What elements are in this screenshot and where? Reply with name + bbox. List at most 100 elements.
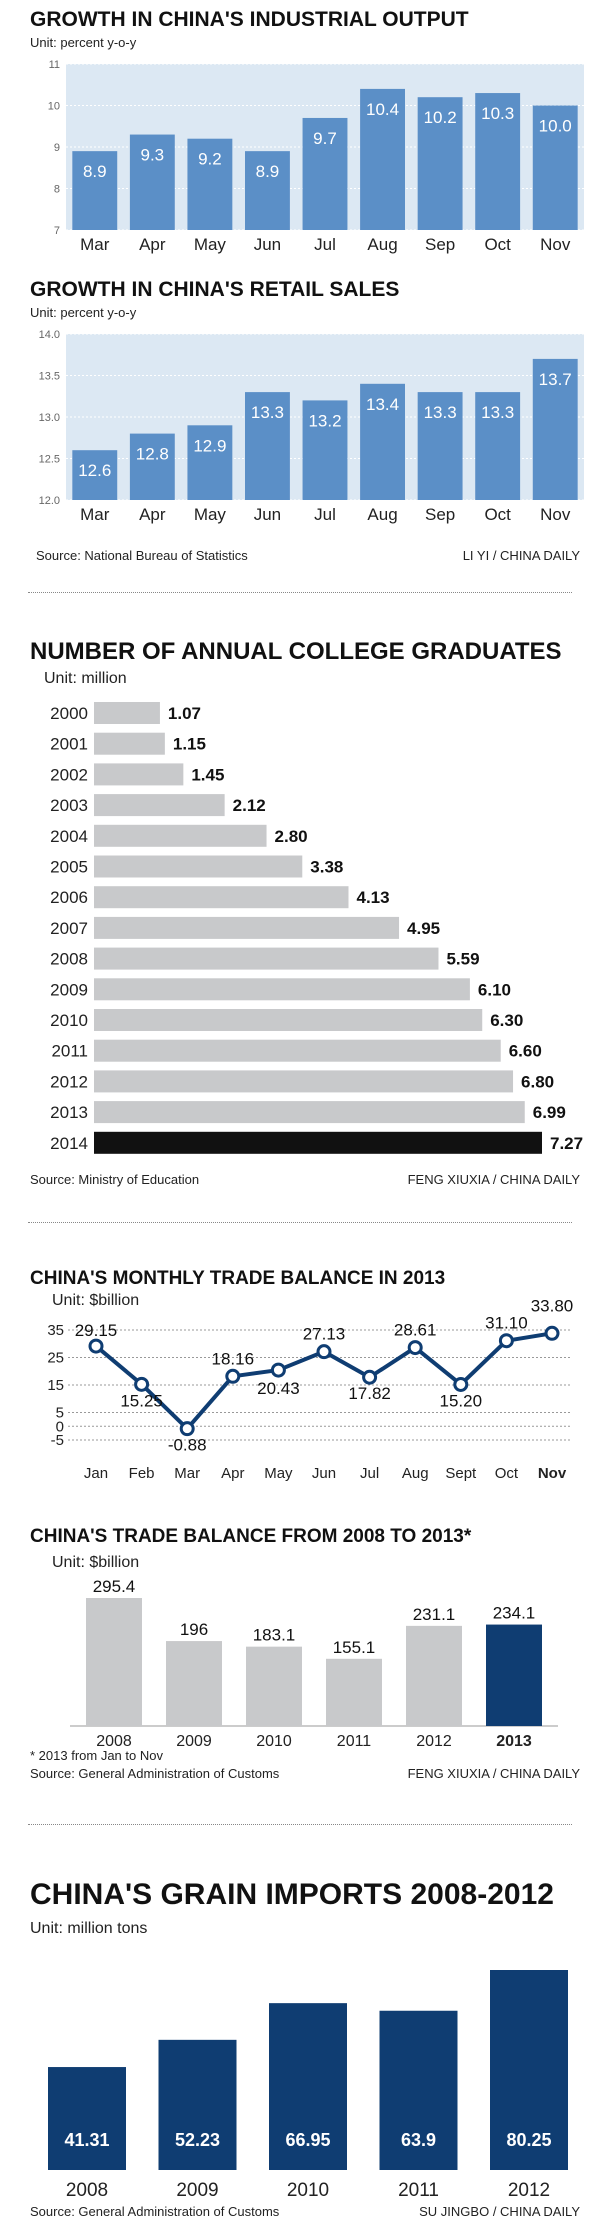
monthly-category-label: Sept xyxy=(445,1465,477,1482)
industrial-bar xyxy=(360,88,406,231)
monthly-category-label: Aug xyxy=(402,1465,429,1482)
monthly-point xyxy=(498,1333,514,1349)
retail-category-label: Sep xyxy=(425,505,455,524)
grain-category-label: 2012 xyxy=(508,2180,550,2201)
industrial-bar xyxy=(532,105,578,230)
grain-bar xyxy=(158,2039,237,2170)
retail-ytick-label: 12.0 xyxy=(39,495,60,507)
monthly-value-label: 15.25 xyxy=(120,1391,163,1410)
monthly-point xyxy=(453,1376,469,1392)
monthly-category-label: Nov xyxy=(538,1465,567,1482)
graduates-value-label: 1.45 xyxy=(191,765,224,784)
industrial-category-label: Nov xyxy=(540,235,571,254)
retail-title: GROWTH IN CHINA'S RETAIL SALES xyxy=(30,278,400,301)
divider-1 xyxy=(28,592,572,593)
monthly-ytick-label: 0 xyxy=(56,1418,64,1435)
graduates-category-label: 2003 xyxy=(50,796,88,815)
graduates-category-label: 2011 xyxy=(51,1042,88,1061)
industrial-bar xyxy=(475,93,521,230)
monthly-point xyxy=(544,1325,560,1341)
graduates-chart: 2000 1.07 2001 1.15 2002 1.45 2003 2.12 2004 2.80… xyxy=(50,702,583,1154)
grain-title: CHINA'S GRAIN IMPORTS 2008-2012 xyxy=(30,1878,554,1911)
graduates-bar xyxy=(94,1070,514,1093)
monthly-category-label: May xyxy=(264,1465,293,1482)
graduates-value-label: 2.12 xyxy=(233,796,266,815)
annual-category-label: 2013 xyxy=(496,1733,532,1750)
industrial-category-label: Apr xyxy=(139,235,166,254)
industrial-value-label: 8.9 xyxy=(256,162,280,181)
retail-value-label: 13.7 xyxy=(539,370,572,389)
monthly-value-label: 29.15 xyxy=(75,1321,118,1340)
industrial-unit: Unit: percent y-o-y xyxy=(30,35,137,50)
monthly-point xyxy=(270,1362,286,1378)
graduates-value-label: 3.38 xyxy=(310,858,343,877)
grain-source: Source: General Administration of Custom… xyxy=(30,2204,280,2219)
industrial-bar xyxy=(417,97,463,230)
industrial-bar xyxy=(302,117,348,230)
monthly-ytick-label: 5 xyxy=(56,1405,64,1422)
industrial-bar xyxy=(72,151,118,230)
graduates-value-label: 2.80 xyxy=(275,827,308,846)
graduates-title: NUMBER OF ANNUAL COLLEGE GRADUATES xyxy=(30,638,562,665)
grain-category-label: 2008 xyxy=(66,2180,108,2201)
annual-value-label: 231.1 xyxy=(413,1605,456,1624)
industrial-ytick-label: 11 xyxy=(49,59,60,71)
retail-category-label: May xyxy=(194,505,227,524)
annual-trade-source: Source: General Administration of Custom… xyxy=(30,1766,280,1781)
retail-ytick-label: 12.5 xyxy=(39,454,60,466)
graduates-bar xyxy=(94,916,400,939)
graduates-unit: Unit: million xyxy=(44,670,127,687)
graduates-bar xyxy=(94,702,160,724)
graduates-value-label: 1.15 xyxy=(173,735,206,754)
grain-bar xyxy=(379,2010,458,2170)
retail-bar xyxy=(360,383,406,500)
industrial-value-label: 9.7 xyxy=(313,129,337,148)
monthly-value-label: 28.61 xyxy=(394,1321,437,1340)
monthly-category-label: Mar xyxy=(174,1465,200,1482)
annual-category-label: 2010 xyxy=(256,1733,292,1750)
graduates-category-label: 2012 xyxy=(50,1072,88,1091)
retail-category-label: Jun xyxy=(254,505,281,524)
section1-byline: LI YI / CHINA DAILY xyxy=(462,548,580,563)
retail-category-label: Oct xyxy=(484,505,511,524)
graduates-source: Source: Ministry of Education xyxy=(30,1172,200,1187)
retail-value-label: 13.3 xyxy=(481,403,514,422)
retail-value-label: 13.3 xyxy=(251,403,284,422)
industrial-category-label: Oct xyxy=(484,235,511,254)
annual-trade-chart: 295.4 2008 196 2009 183.1 2010 155.1 2011 231.1 2… xyxy=(70,1577,558,1750)
graduates-bar xyxy=(94,732,165,755)
graduates-value-label: 6.60 xyxy=(509,1042,542,1061)
graduates-value-label: 6.10 xyxy=(478,980,511,999)
industrial-value-label: 10.2 xyxy=(424,108,457,127)
industrial-value-label: 9.2 xyxy=(198,150,222,169)
industrial-title: GROWTH IN CHINA'S INDUSTRIAL OUTPUT xyxy=(30,8,469,31)
retail-bar xyxy=(532,358,578,500)
annual-trade-unit: Unit: $billion xyxy=(52,1554,140,1571)
industrial-value-label: 10.0 xyxy=(539,117,572,136)
monthly-category-label: Jul xyxy=(360,1465,379,1482)
annual-value-label: 155.1 xyxy=(333,1638,376,1657)
annual-category-label: 2011 xyxy=(337,1733,372,1750)
industrial-category-label: Jul xyxy=(314,235,336,254)
graduates-value-label: 7.27 xyxy=(550,1134,583,1153)
industrial-value-label: 9.3 xyxy=(141,146,165,165)
graduates-bar xyxy=(94,824,267,847)
industrial-bar xyxy=(129,134,175,230)
industrial-ytick-label: 8 xyxy=(54,184,60,196)
monthly-point xyxy=(88,1338,104,1354)
monthly-point xyxy=(225,1368,241,1384)
monthly-value-label: 33.80 xyxy=(531,1296,574,1315)
divider-2 xyxy=(28,1222,572,1223)
retail-bar xyxy=(302,400,348,500)
annual-value-label: 183.1 xyxy=(253,1626,296,1645)
grain-category-label: 2010 xyxy=(287,2180,329,2201)
graduates-category-label: 2008 xyxy=(50,950,88,969)
monthly-value-label: 31.10 xyxy=(485,1314,528,1333)
monthly-value-label: 15.20 xyxy=(440,1391,483,1410)
grain-category-label: 2011 xyxy=(398,2180,439,2201)
graduates-bar xyxy=(94,855,303,878)
retail-unit: Unit: percent y-o-y xyxy=(30,305,137,320)
graduates-value-label: 6.80 xyxy=(521,1072,554,1091)
retail-value-label: 12.9 xyxy=(193,436,226,455)
industrial-bar xyxy=(244,151,290,230)
